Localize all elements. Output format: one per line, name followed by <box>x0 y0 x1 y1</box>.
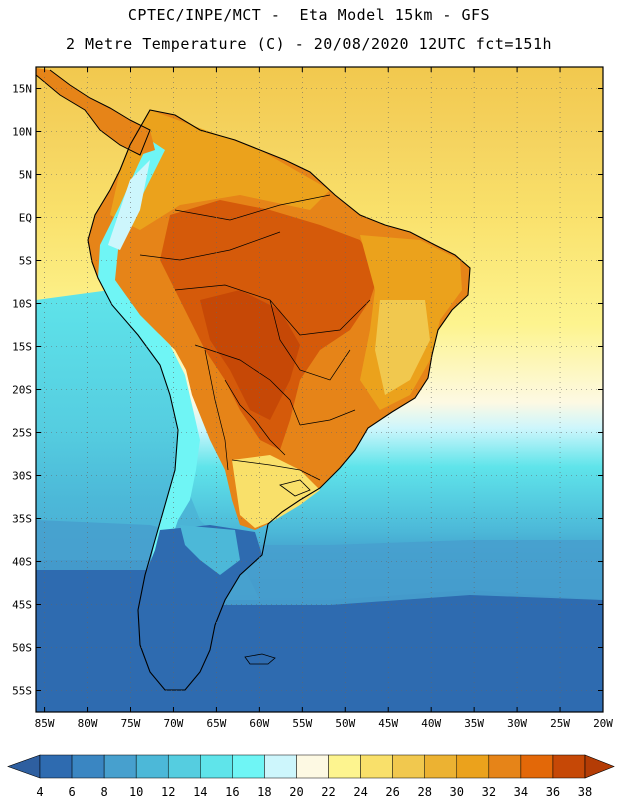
lon-tick-label: 55W <box>292 717 312 730</box>
colorbar-swatch <box>232 754 265 779</box>
colorbar-high-arrow <box>584 754 615 779</box>
lat-tick-label: 30S <box>12 470 32 483</box>
colorbar-label: 4 <box>36 785 43 799</box>
colorbar-swatch <box>488 754 522 779</box>
southern-brazil-region <box>232 455 320 528</box>
lon-tick-label: 20W <box>593 717 613 730</box>
colorbar-label: 10 <box>129 785 143 799</box>
andes-north-strip <box>108 160 150 250</box>
colorbar-label: 34 <box>514 785 528 799</box>
lon-tick-label: 60W <box>249 717 269 730</box>
lon-tick-label: 65W <box>206 717 226 730</box>
lon-tick-label: 35W <box>464 717 484 730</box>
colorbar-label: 12 <box>161 785 175 799</box>
colorbar-label: 8 <box>101 785 108 799</box>
colorbar-label: 22 <box>321 785 335 799</box>
patagonia-north-cool <box>180 525 240 575</box>
colorbar-swatch <box>135 754 169 779</box>
lon-tick-label: 40W <box>421 717 441 730</box>
colorbar-label: 38 <box>578 785 592 799</box>
lat-tick-label: 10N <box>12 126 32 139</box>
colorbar-swatch <box>71 754 105 779</box>
country-borders <box>139 194 371 496</box>
hottest-region <box>200 290 300 420</box>
lat-tick-label: 15S <box>12 341 32 354</box>
colorbar-swatch <box>167 754 201 779</box>
colorbar-swatch <box>520 754 554 779</box>
central-america-coast <box>36 69 151 156</box>
coastline <box>87 109 471 691</box>
colorbar: 4 6 8 10 12 14 16 18 20 22 24 26 28 30 32 34 36 38 <box>7 754 615 799</box>
colorbar-swatch <box>328 754 361 779</box>
colorbar-swatch <box>264 754 297 779</box>
colorbar-swatch <box>103 754 137 779</box>
lon-tick-label: 25W <box>550 717 570 730</box>
lat-tick-label: 20S <box>12 384 32 397</box>
colorbar-swatch <box>392 754 425 779</box>
latitude-ticks: 15N 10N 5N EQ 5S 10S 15S 20S 25S 30S 35S 40S 45S 50S 5… <box>12 83 603 698</box>
lat-tick-label: 5S <box>19 255 32 268</box>
map-field <box>36 67 603 712</box>
lat-tick-label: 55S <box>12 685 32 698</box>
lat-tick-label: 5N <box>19 169 32 182</box>
lat-tick-label: 10S <box>12 298 32 311</box>
central-america-land <box>36 68 155 155</box>
longitude-ticks: 85W 80W 75W 70W 65W 60W 55W 50W 45W 40W 35W 30W 25W 2… <box>35 67 613 730</box>
lat-tick-label: 45S <box>12 599 32 612</box>
plateau-region <box>375 300 430 395</box>
colorbar-swatch <box>424 754 458 779</box>
map-title-line1: CPTEC/INPE/MCT - Eta Model 15km - GFS <box>127 6 491 24</box>
lon-tick-label: 30W <box>507 717 527 730</box>
colorbar-label: 6 <box>68 785 75 799</box>
lat-tick-label: EQ <box>19 212 32 225</box>
colorbar-label: 20 <box>289 785 303 799</box>
map-title-line2: 2 Metre Temperature (C) - 20/08/2020 12U… <box>65 35 553 53</box>
lat-tick-label: 15N <box>12 83 32 96</box>
colorbar-label: 26 <box>385 785 399 799</box>
colorbar-swatch <box>360 754 393 779</box>
colorbar-swatch <box>39 754 73 779</box>
colorbar-low-arrow <box>7 754 41 779</box>
colorbar-label: 24 <box>353 785 367 799</box>
lon-tick-label: 75W <box>121 717 141 730</box>
colorbar-label: 36 <box>546 785 560 799</box>
lon-tick-label: 45W <box>378 717 398 730</box>
colorbar-swatch <box>552 754 586 779</box>
north-coast-region <box>110 110 330 230</box>
colorbar-swatch <box>456 754 490 779</box>
lat-tick-label: 25S <box>12 427 32 440</box>
lon-tick-label: 80W <box>78 717 98 730</box>
lon-tick-label: 70W <box>164 717 184 730</box>
colorbar-label: 14 <box>193 785 207 799</box>
colorbar-label: 16 <box>225 785 239 799</box>
colorbar-swatch <box>296 754 329 779</box>
lat-tick-label: 35S <box>12 513 32 526</box>
colorbar-label: 18 <box>257 785 271 799</box>
lon-tick-label: 50W <box>335 717 355 730</box>
colorbar-label: 30 <box>450 785 464 799</box>
lat-tick-label: 50S <box>12 642 32 655</box>
falkland-islands <box>244 653 276 665</box>
colorbar-swatch <box>200 754 233 779</box>
lon-tick-label: 85W <box>35 717 55 730</box>
temperature-map: 15N 10N 5N EQ 5S 10S 15S 20S 25S 30S 35S 40S 45S 50S 5… <box>12 66 613 730</box>
lat-tick-label: 40S <box>12 556 32 569</box>
colorbar-label: 28 <box>417 785 431 799</box>
colorbar-label: 32 <box>482 785 496 799</box>
